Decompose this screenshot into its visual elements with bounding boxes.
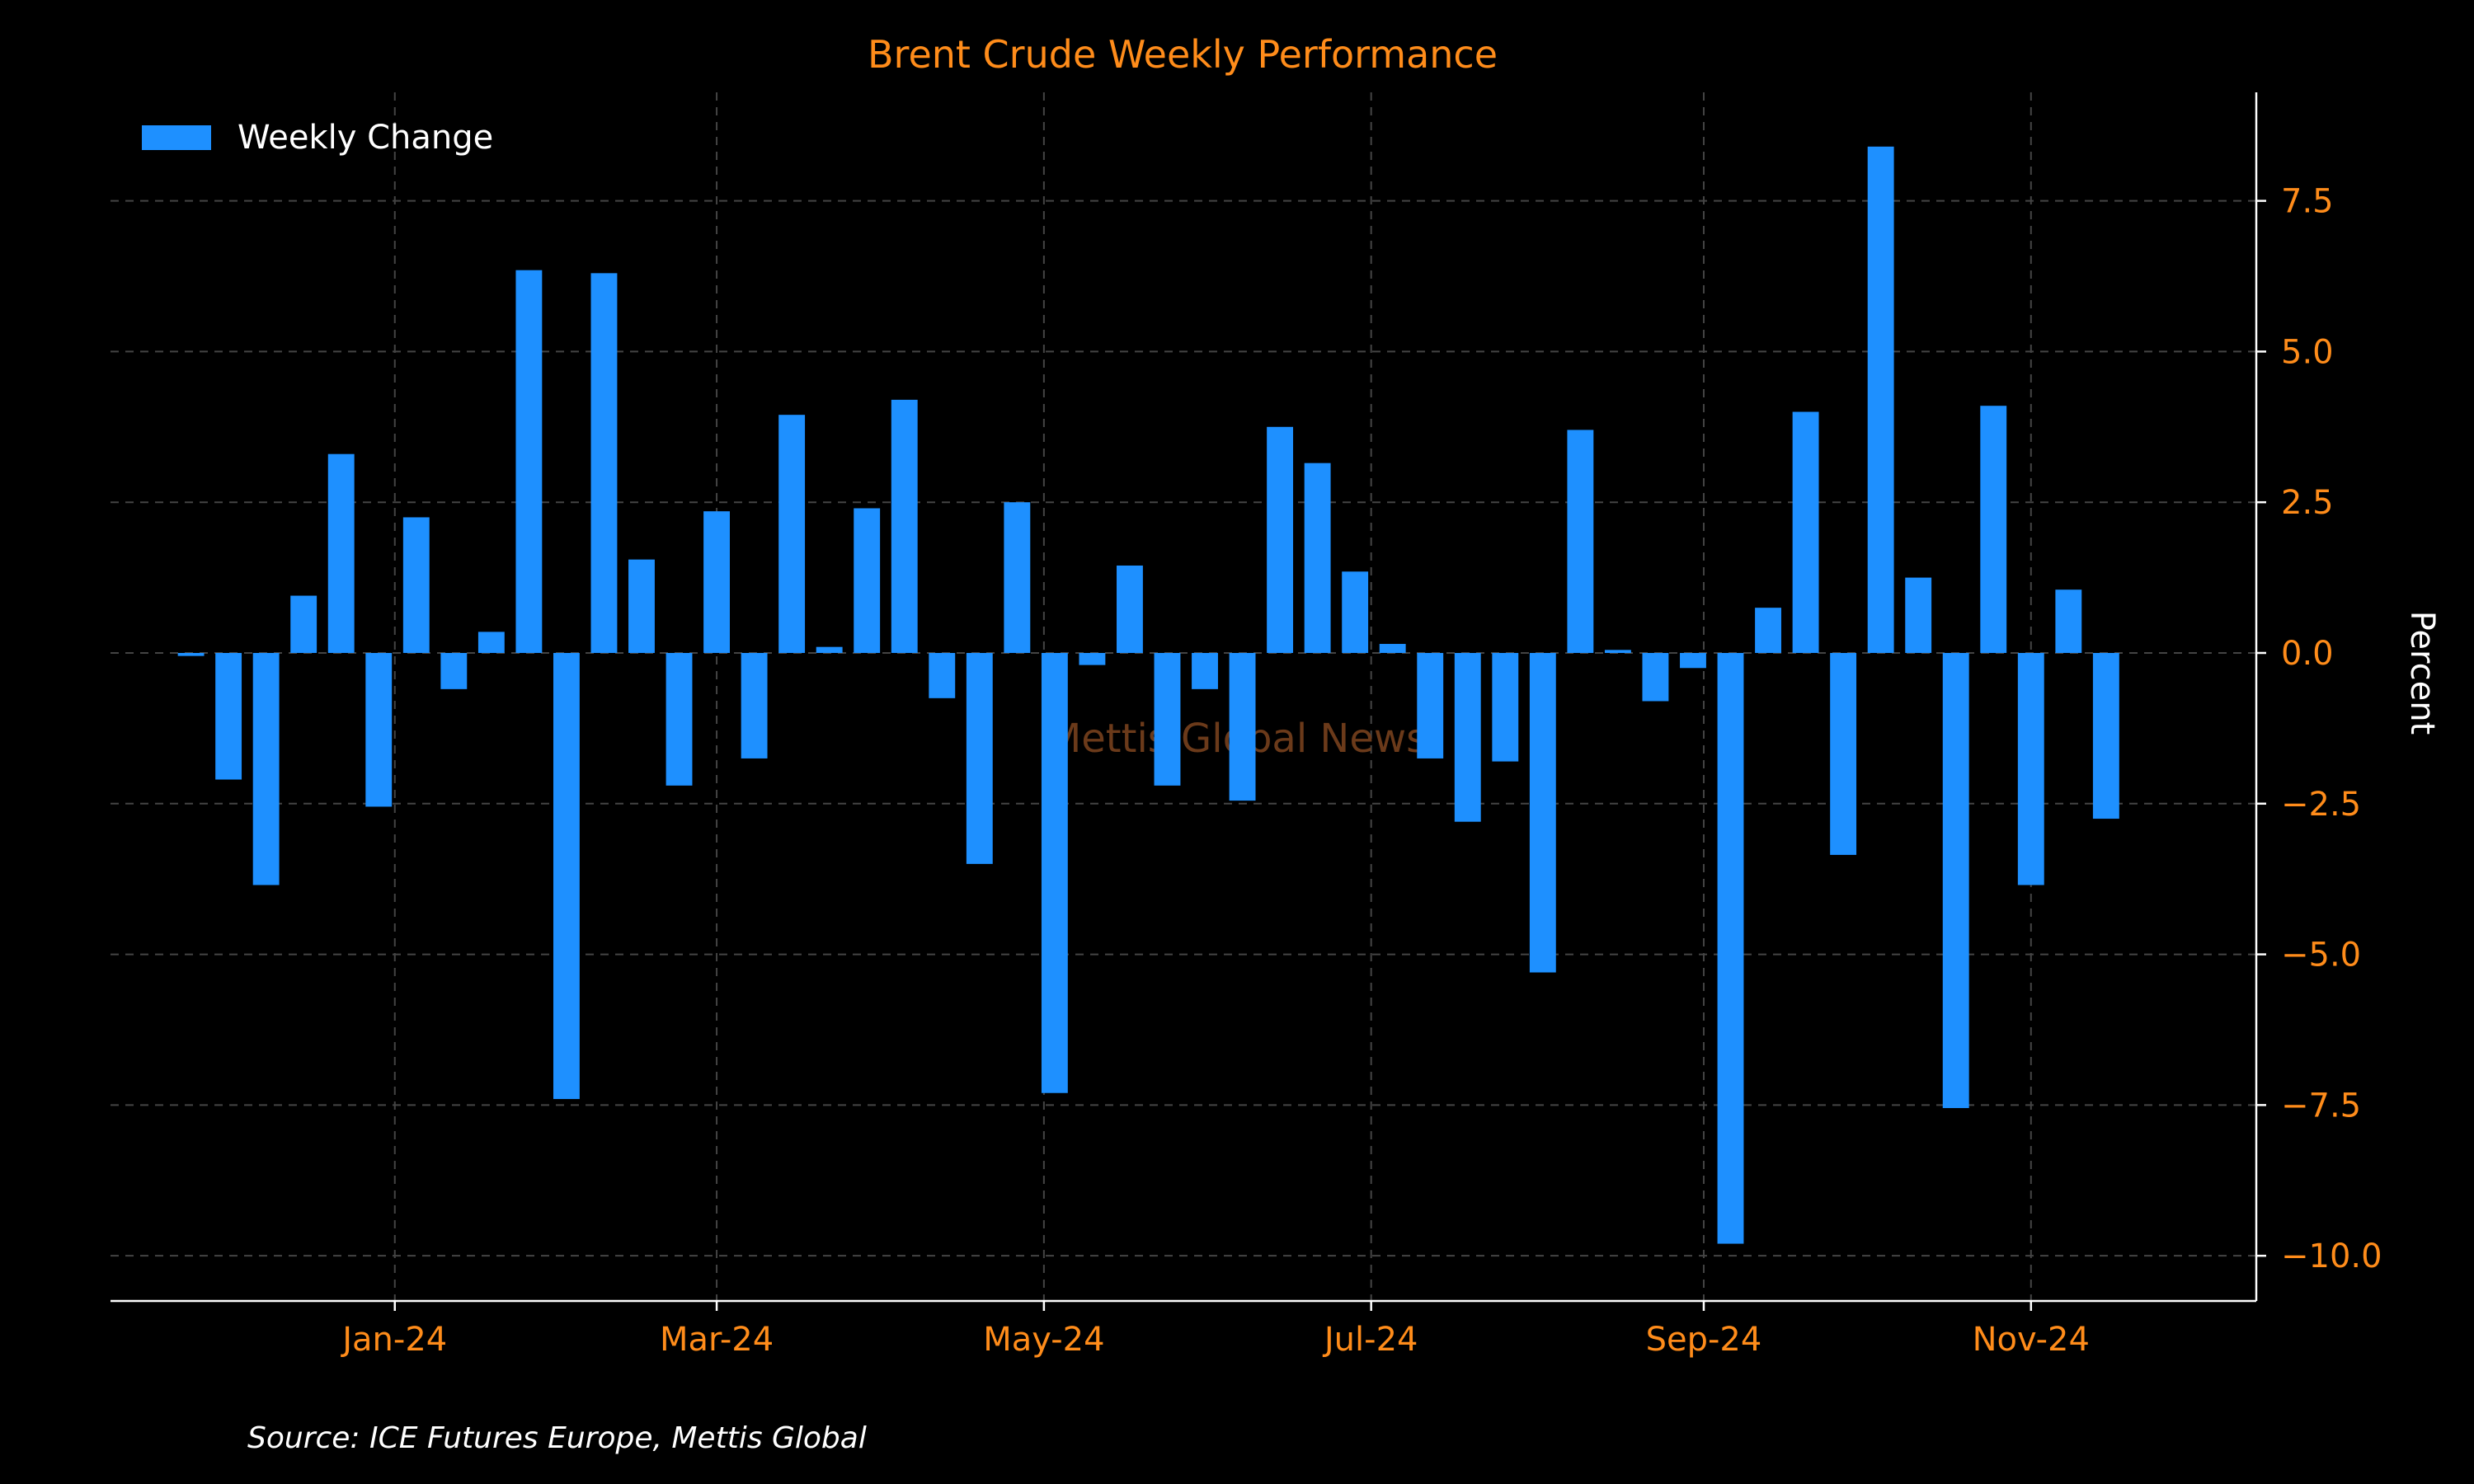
bar: [966, 652, 993, 864]
bar: [1792, 411, 1819, 653]
y-tick-label: −10.0: [2281, 1237, 2382, 1275]
bar: [215, 652, 242, 780]
bar: [553, 652, 580, 1100]
x-tick-label: Jan-24: [340, 1321, 447, 1359]
bar: [1980, 406, 2007, 653]
x-tick-label: Sep-24: [1646, 1321, 1762, 1359]
legend-swatch: [142, 125, 211, 150]
y-tick-label: 7.5: [2281, 183, 2334, 221]
bar: [290, 595, 317, 653]
bar: [1379, 644, 1406, 653]
y-tick-label: 2.5: [2281, 484, 2334, 522]
bar: [252, 652, 280, 885]
bar: [1642, 652, 1669, 702]
bar: [2055, 589, 2082, 653]
bar: [1267, 426, 1294, 653]
bar: [929, 652, 956, 698]
bar: [703, 511, 731, 653]
source-note: Source: ICE Futures Europe, Mettis Globa…: [247, 1421, 867, 1455]
bar: [590, 273, 618, 653]
y-tick-label: −7.5: [2281, 1087, 2361, 1125]
bar: [854, 508, 881, 653]
y-tick-label: −2.5: [2281, 786, 2361, 824]
x-tick-label: Mar-24: [660, 1321, 774, 1359]
bar: [1567, 430, 1594, 653]
legend-label: Weekly Change: [238, 119, 493, 157]
bar: [891, 399, 918, 653]
bar: [1529, 652, 1556, 973]
bar: [327, 453, 355, 653]
x-tick-label: Nov-24: [1973, 1321, 2090, 1359]
bar: [1342, 571, 1369, 653]
bar-series: [177, 146, 2119, 1244]
bar: [440, 652, 468, 689]
bar: [1454, 652, 1481, 822]
x-tick-label: Jul-24: [1322, 1321, 1418, 1359]
bar: [1154, 652, 1181, 786]
x-tick-label: May-24: [983, 1321, 1104, 1359]
bar: [778, 415, 806, 653]
bar: [1680, 652, 1706, 669]
bar: [1717, 652, 1744, 1244]
y-tick-label: −5.0: [2281, 937, 2361, 974]
bar: [1492, 652, 1519, 762]
bar: [666, 652, 693, 786]
bar: [1604, 650, 1631, 653]
chart-title: Brent Crude Weekly Performance: [868, 32, 1498, 77]
bar: [1079, 652, 1106, 665]
bar: [1117, 565, 1143, 653]
axes: −10.0 −7.5 −5.0 −2.5 0.0 2.5 5.0 7.5 Jan-24 Mar-2…: [111, 92, 2382, 1359]
bar: [477, 632, 505, 653]
grid-lines: [111, 92, 2256, 1301]
bar: [177, 652, 205, 656]
bar: [816, 646, 843, 653]
bar: [1004, 502, 1031, 653]
bar: [1905, 577, 1932, 653]
bar: [1041, 652, 1068, 1093]
bar: [515, 270, 543, 653]
bar: [1942, 652, 1969, 1109]
bar: [1867, 146, 1894, 653]
y-tick-label: 5.0: [2281, 333, 2334, 371]
legend: Weekly Change: [142, 119, 493, 157]
bar: [1755, 608, 1781, 653]
bar: [1229, 652, 1256, 801]
bar: [402, 517, 430, 653]
bar: [1192, 652, 1218, 689]
bar: [1417, 652, 1444, 758]
bar: [365, 652, 393, 807]
bar: [1304, 463, 1331, 653]
bar: [2092, 652, 2119, 819]
bar: [628, 559, 655, 653]
bar: [2017, 652, 2044, 885]
bar: [1830, 652, 1857, 855]
bar: [741, 652, 768, 758]
y-axis-label: Percent: [2403, 611, 2441, 735]
y-tick-label: 0.0: [2281, 635, 2334, 673]
